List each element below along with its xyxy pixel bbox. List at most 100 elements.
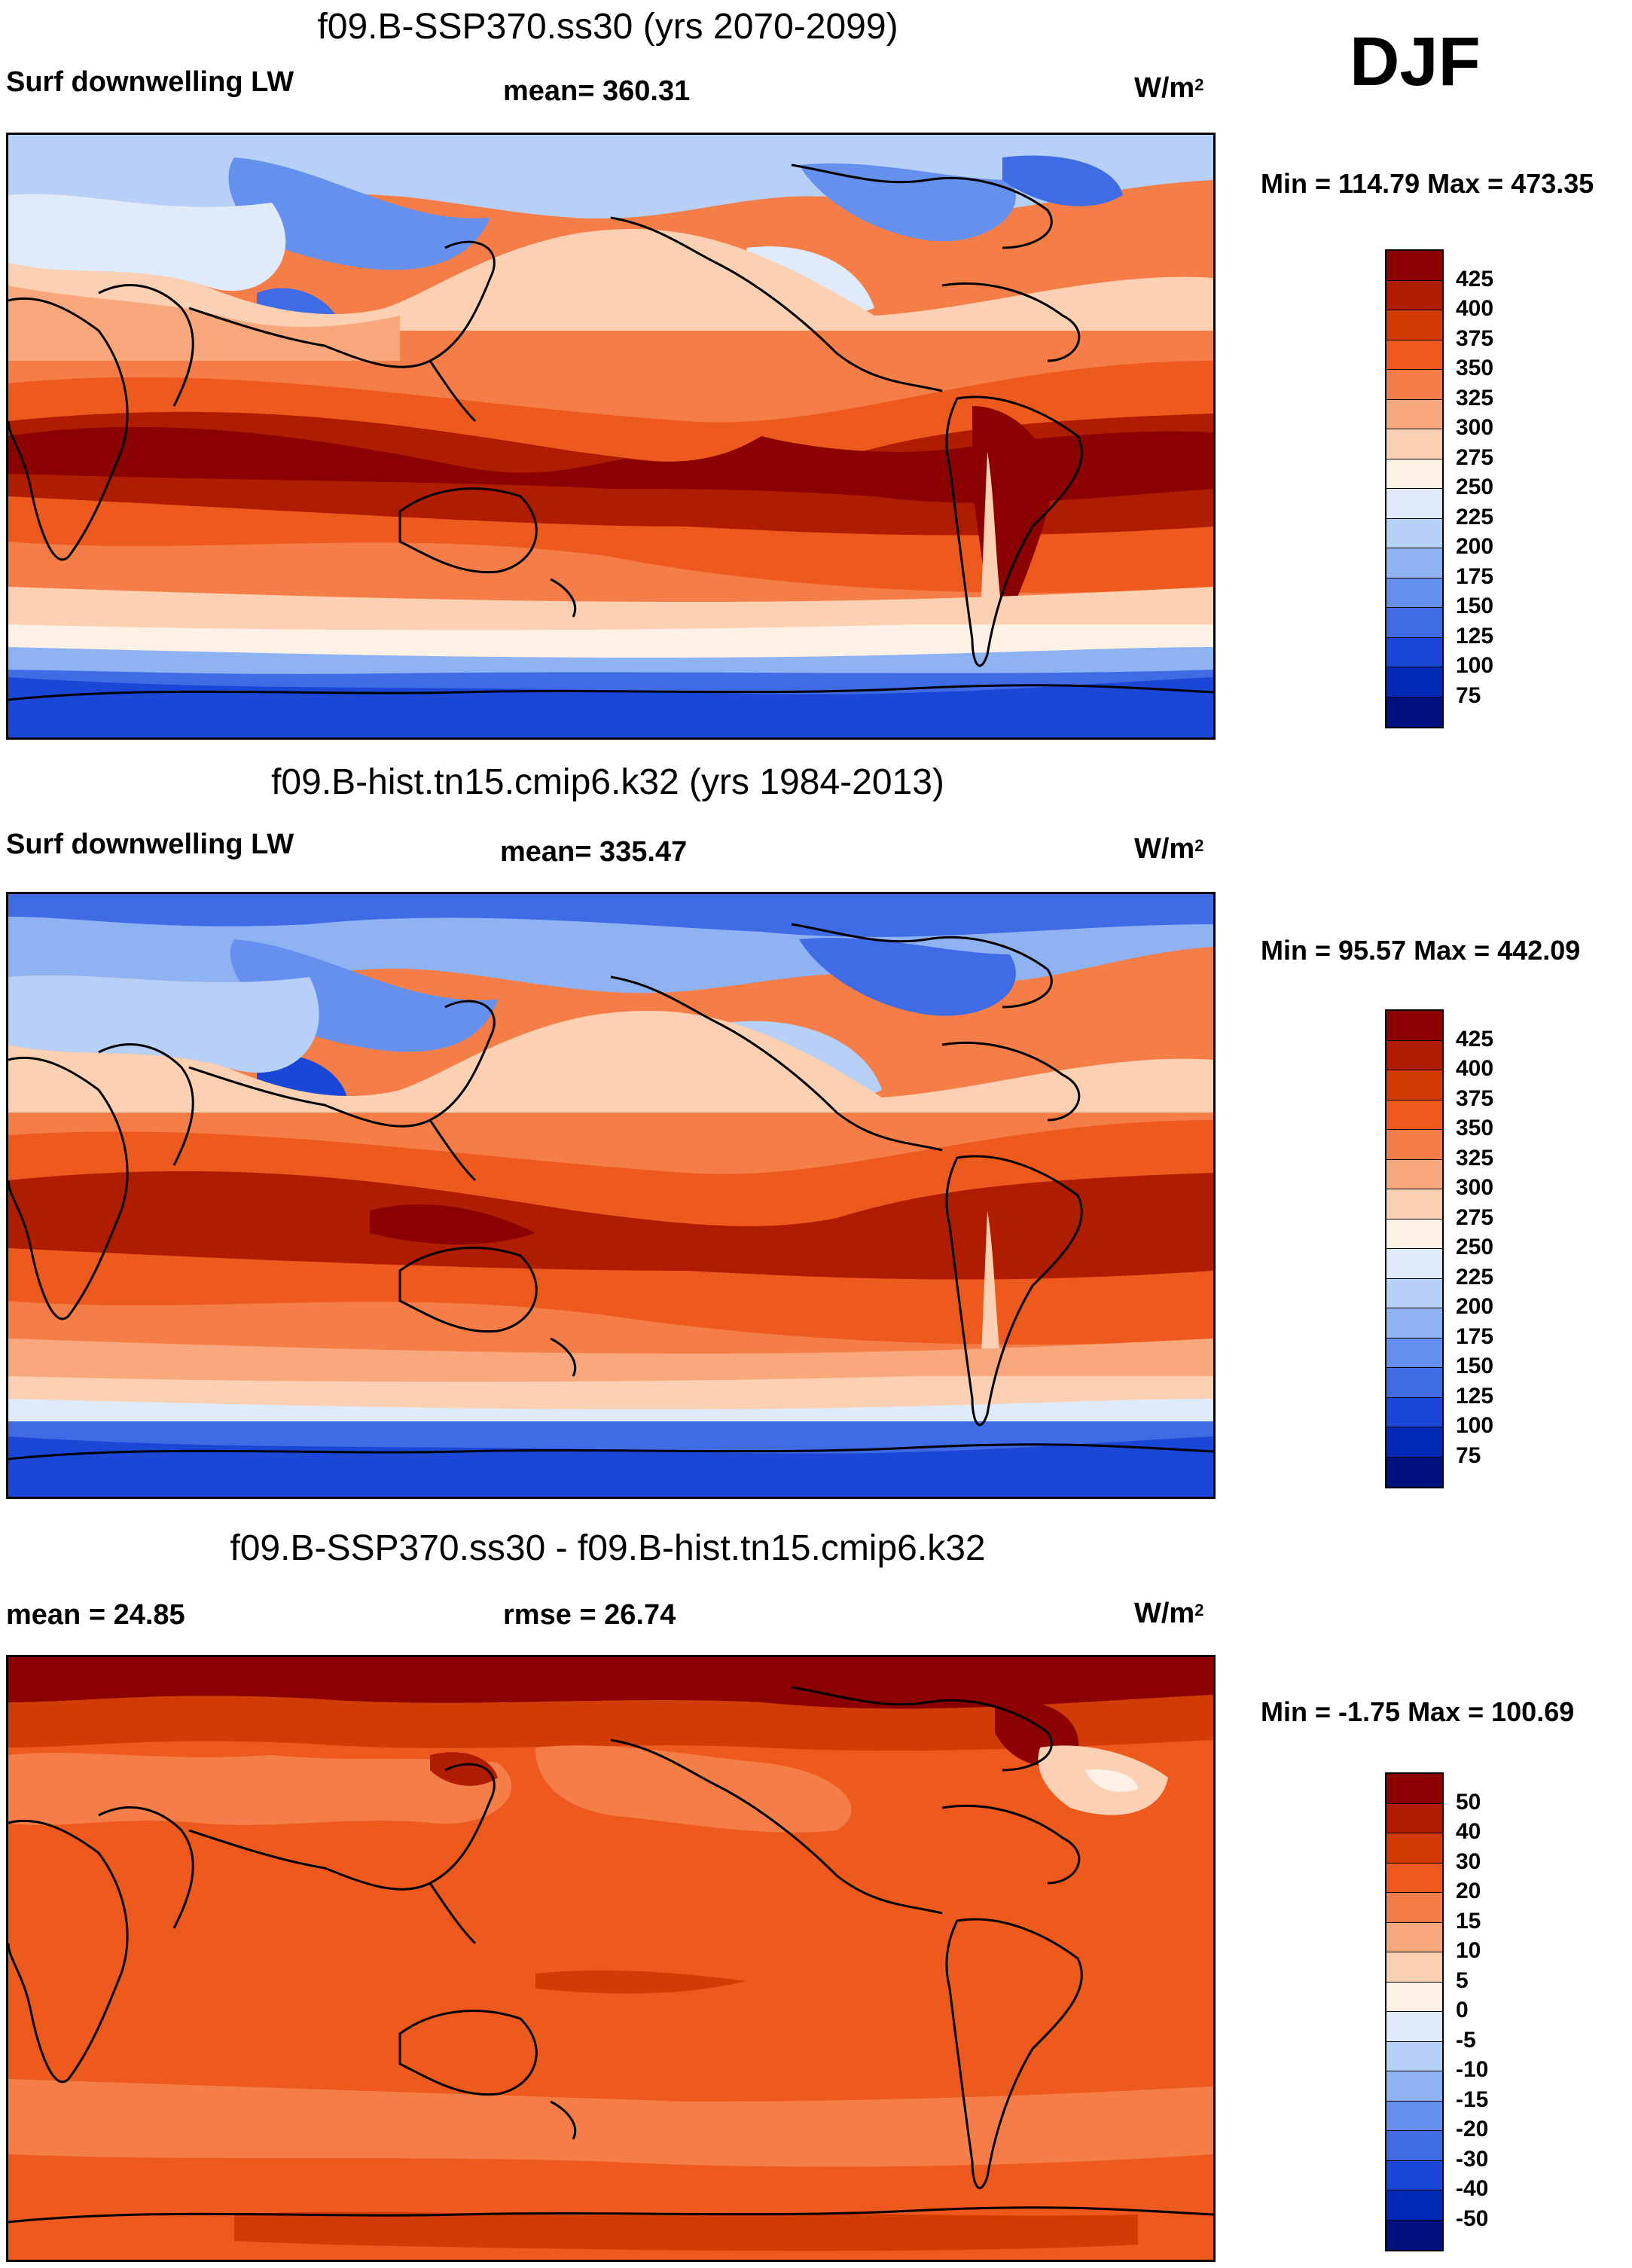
colorbar-tick-label: 375 <box>1456 325 1494 351</box>
colorbar-swatch <box>1386 1952 1442 1983</box>
colorbar-tick-label: 100 <box>1456 1413 1494 1438</box>
colorbar-tick-label: 125 <box>1456 1383 1494 1409</box>
colorbar-tick-label: 375 <box>1456 1085 1494 1111</box>
colorbar-tick-label: 40 <box>1456 1819 1481 1844</box>
colorbar-swatch <box>1386 2131 1442 2161</box>
colorbar-swatch <box>1386 608 1442 638</box>
colorbar-swatch <box>1386 667 1442 697</box>
panel3-map <box>6 1655 1216 2262</box>
colorbar-swatch <box>1386 2190 1442 2221</box>
colorbar-swatch <box>1386 1833 1442 1864</box>
colorbar-tick-label: -40 <box>1456 2176 1489 2201</box>
colorbar-swatch <box>1386 1189 1442 1219</box>
panel3-minmax: Min = -1.75 Max = 100.69 <box>1261 1696 1575 1727</box>
colorbar-tick-label: 250 <box>1456 1235 1494 1259</box>
colorbar-tick-label: 200 <box>1456 1294 1494 1319</box>
colorbar-swatch <box>1386 429 1442 459</box>
colorbar-swatch <box>1386 1397 1442 1427</box>
colorbar-tick-label: 325 <box>1456 385 1494 411</box>
colorbar-swatch <box>1386 1982 1442 2012</box>
colorbar-tick-label: 350 <box>1456 356 1494 380</box>
colorbar-swatch <box>1386 2012 1442 2042</box>
panel3-mean-label: mean = 24.85 <box>6 1599 185 1631</box>
colorbar-tick-label: 400 <box>1456 1056 1494 1081</box>
colorbar-tick-label: -10 <box>1456 2057 1489 2082</box>
panel1-map <box>6 133 1216 740</box>
colorbar-swatch <box>1386 1922 1442 1952</box>
colorbar-tick-label: 150 <box>1456 1354 1494 1378</box>
colorbar-swatch <box>1386 370 1442 400</box>
colorbar-tick-label: 400 <box>1456 296 1494 321</box>
colorbar-swatch <box>1386 1863 1442 1893</box>
colorbar-swatch <box>1386 1308 1442 1339</box>
colorbar-tick-label: -5 <box>1456 2027 1476 2053</box>
colorbar-swatch <box>1386 489 1442 519</box>
colorbar-swatch <box>1386 340 1442 370</box>
colorbar-tick-label: 75 <box>1456 1442 1481 1468</box>
panel1-colorbar <box>1385 249 1444 728</box>
panel3-units-label: W/m2 <box>1134 1598 1204 1629</box>
colorbar-swatch <box>1386 637 1442 667</box>
colorbar-tick-label: 300 <box>1456 415 1494 440</box>
colorbar-tick-label: 0 <box>1456 1998 1469 2022</box>
panel3-rmse-label: rmse = 26.74 <box>503 1599 676 1631</box>
panel2-map <box>6 892 1216 1499</box>
colorbar-swatch <box>1386 1427 1442 1458</box>
panel3-title: f09.B-SSP370.ss30 - f09.B-hist.tn15.cmip… <box>230 1528 986 1568</box>
colorbar-tick-label: 30 <box>1456 1848 1481 1874</box>
colorbar-swatch <box>1386 1774 1442 1804</box>
colorbar-swatch <box>1386 1278 1442 1308</box>
colorbar-swatch <box>1386 578 1442 608</box>
panel1-units-label: W/m2 <box>1134 72 1204 104</box>
colorbar-tick-label: 300 <box>1456 1175 1494 1200</box>
panel1-colorbar-labels: 425 400 375 350 325 300 275 250 225 200 175 150 125 1… <box>1456 249 1546 725</box>
colorbar-tick-label: 175 <box>1456 1323 1494 1349</box>
panel3-colorbar-labels: 50 40 30 20 15 10 5 0 -5 -10 -15 -20 -30 -40 -50 <box>1456 1772 1546 2248</box>
colorbar-swatch <box>1386 251 1442 281</box>
colorbar-swatch <box>1386 1338 1442 1368</box>
colorbar-swatch <box>1386 1130 1442 1160</box>
colorbar-swatch <box>1386 1070 1442 1100</box>
colorbar-tick-label: 150 <box>1456 594 1494 618</box>
colorbar-tick-label: 225 <box>1456 504 1494 530</box>
colorbar-swatch <box>1386 2041 1442 2071</box>
colorbar-tick-label: 225 <box>1456 1264 1494 1290</box>
colorbar-swatch <box>1386 2160 1442 2190</box>
colorbar-tick-label: 5 <box>1456 1967 1469 1993</box>
colorbar-tick-label: 275 <box>1456 1204 1494 1230</box>
colorbar-swatch <box>1386 1249 1442 1279</box>
colorbar-swatch <box>1386 399 1442 429</box>
colorbar-tick-label: 50 <box>1456 1789 1481 1815</box>
colorbar-swatch <box>1386 459 1442 489</box>
panel2-mean-label: mean= 335.47 <box>500 836 688 868</box>
panel2-colorbar-labels: 425 400 375 350 325 300 275 250 225 200 175 150 125 1… <box>1456 1009 1546 1485</box>
colorbar-tick-label: -15 <box>1456 2086 1489 2112</box>
colorbar-tick-label: 350 <box>1456 1116 1494 1140</box>
colorbar-tick-label: -50 <box>1456 2205 1489 2231</box>
panel2-units-label: W/m2 <box>1134 833 1204 865</box>
colorbar-tick-label: 200 <box>1456 534 1494 559</box>
colorbar-swatch <box>1386 2071 1442 2102</box>
colorbar-swatch <box>1386 1159 1442 1189</box>
colorbar-tick-label: 125 <box>1456 623 1494 649</box>
panel2-title: f09.B-hist.tn15.cmip6.k32 (yrs 1984-2013… <box>271 762 944 802</box>
panel1-title: f09.B-SSP370.ss30 (yrs 2070-2099) <box>317 7 898 47</box>
colorbar-tick-label: -20 <box>1456 2117 1489 2141</box>
season-label: DJF <box>1350 23 1481 100</box>
colorbar-tick-label: 15 <box>1456 1908 1481 1934</box>
panel3-colorbar <box>1385 1772 1444 2251</box>
colorbar-swatch <box>1386 1368 1442 1398</box>
colorbar-tick-label: 425 <box>1456 266 1494 292</box>
colorbar-swatch <box>1386 1457 1442 1487</box>
panel2-minmax: Min = 95.57 Max = 442.09 <box>1261 935 1581 966</box>
colorbar-tick-label: 275 <box>1456 444 1494 470</box>
colorbar-tick-label: 75 <box>1456 682 1481 708</box>
colorbar-tick-label: 425 <box>1456 1026 1494 1052</box>
colorbar-swatch <box>1386 1011 1442 1041</box>
colorbar-swatch <box>1386 1219 1442 1249</box>
panel1-minmax: Min = 114.79 Max = 473.35 <box>1261 168 1594 199</box>
colorbar-swatch <box>1386 548 1442 578</box>
colorbar-swatch <box>1386 310 1442 340</box>
colorbar-swatch <box>1386 1100 1442 1130</box>
panel1-mean-label: mean= 360.31 <box>503 75 691 107</box>
